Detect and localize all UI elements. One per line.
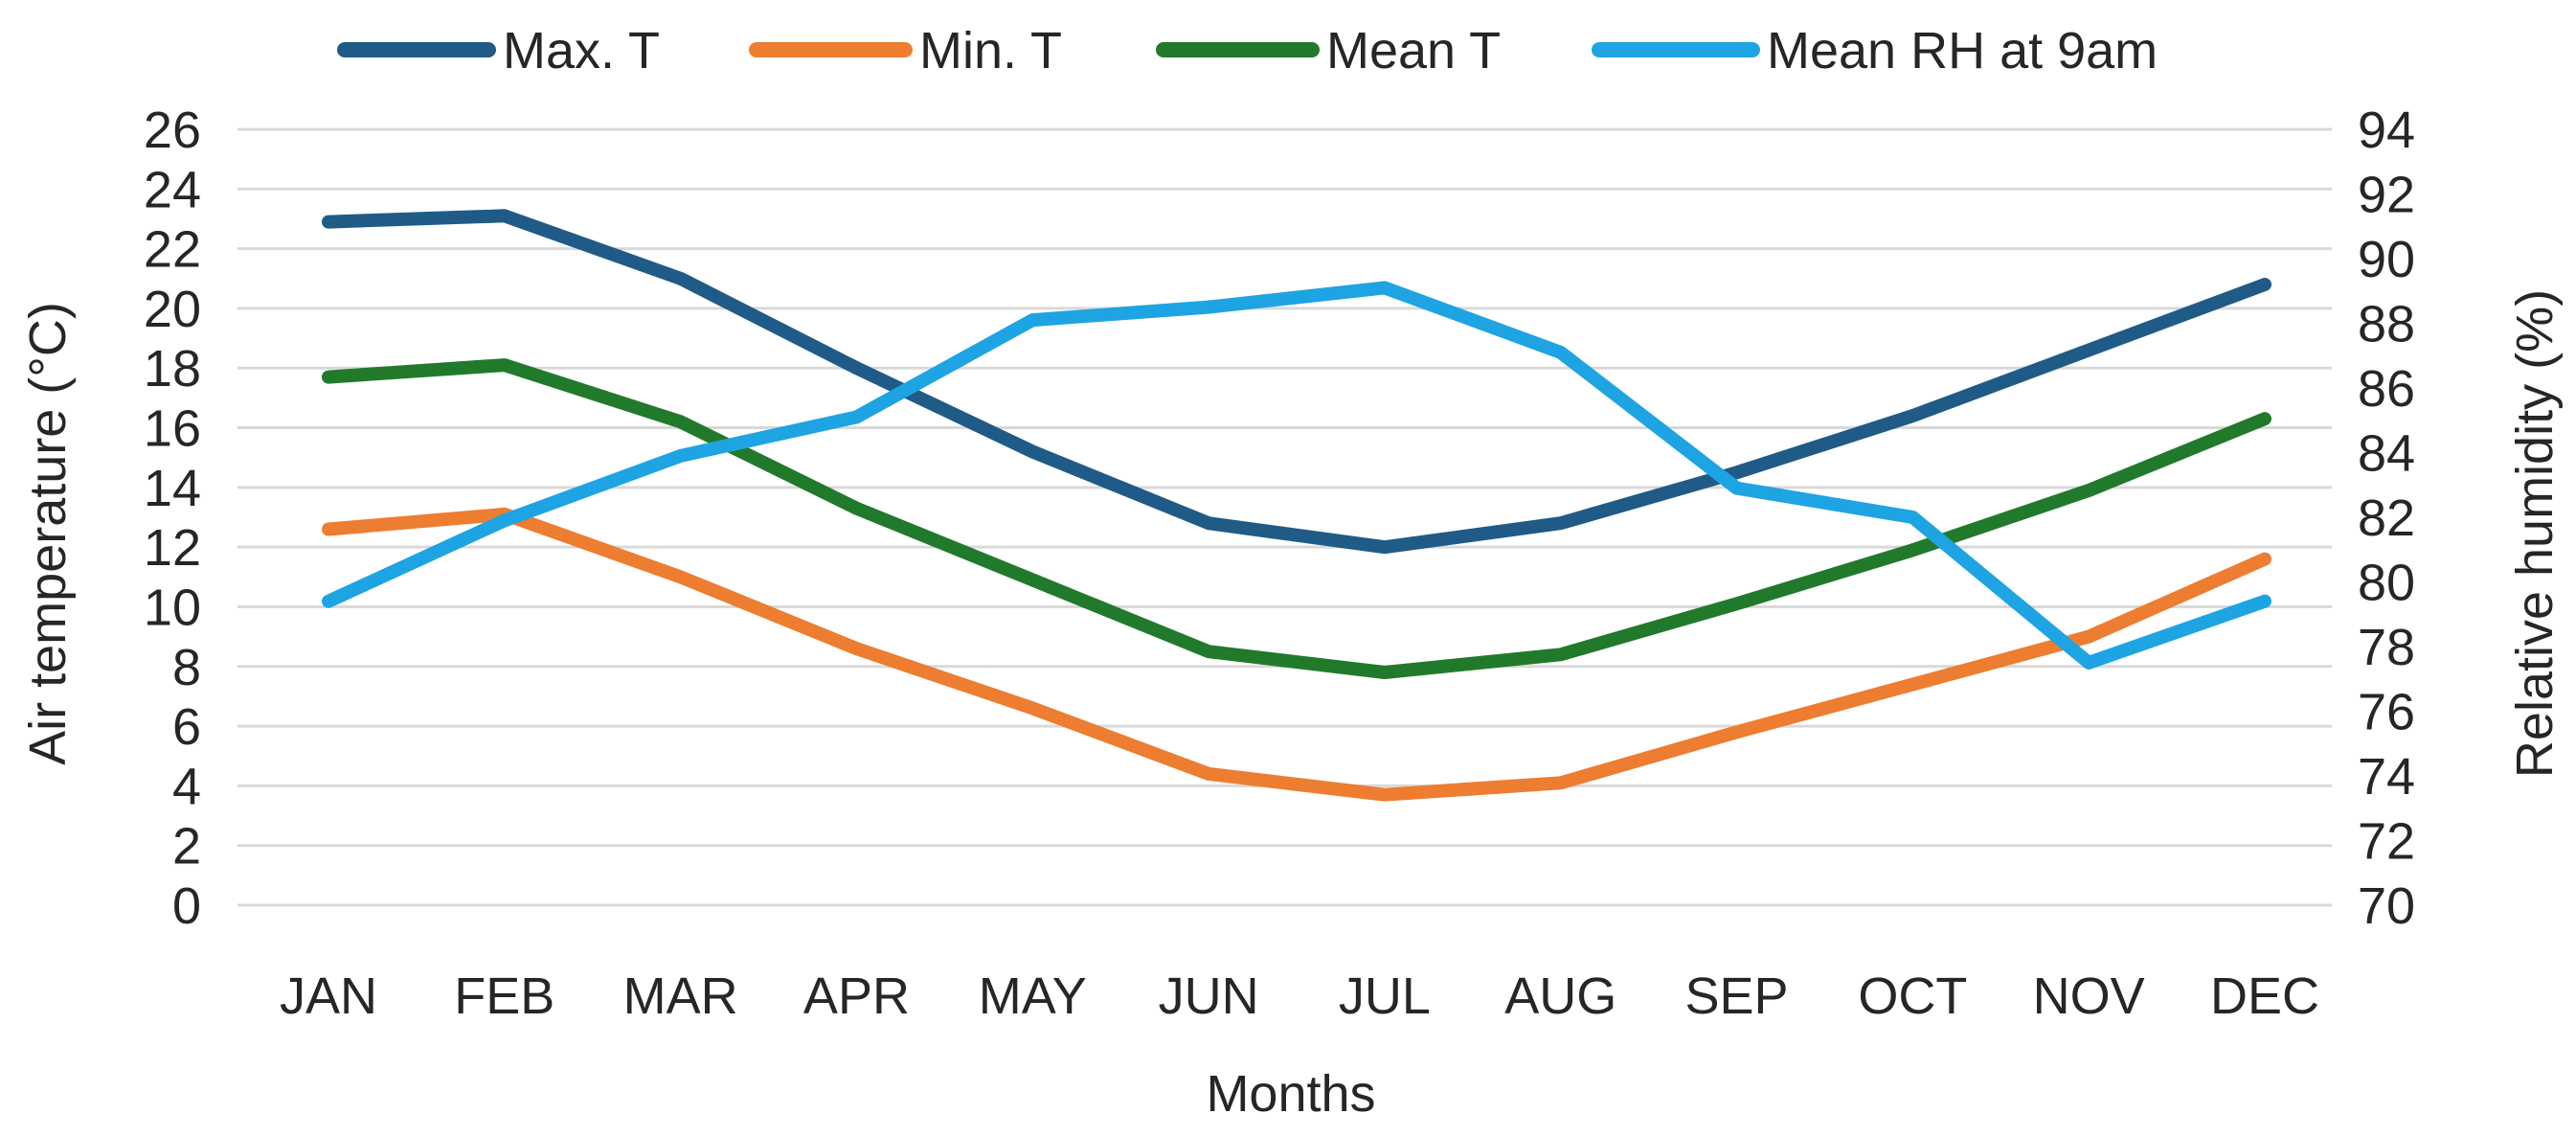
left-tick-label: 12 (144, 519, 201, 577)
series-line-mean-rh-at-9am (322, 281, 2271, 670)
right-axis-title: Relative humidity (%) (2506, 289, 2564, 778)
left-tick-label: 6 (172, 698, 201, 756)
right-tick-label: 84 (2358, 425, 2415, 483)
x-tick-label: DEC (2210, 967, 2319, 1025)
x-tick-label: FEB (454, 967, 554, 1025)
x-tick-label: AUG (1504, 967, 1616, 1025)
legend-label-min-t: Min. T (919, 22, 1062, 80)
x-tick-label: NOV (2033, 967, 2145, 1025)
right-tick-label: 94 (2358, 102, 2415, 159)
left-tick-label: 18 (144, 340, 201, 398)
series-lines (322, 209, 2271, 802)
left-tick-label: 24 (144, 161, 201, 218)
right-tick-label: 76 (2358, 684, 2415, 741)
series-line-max-t (322, 209, 2271, 555)
x-tick-label: MAY (979, 967, 1087, 1025)
left-tick-label: 10 (144, 579, 201, 636)
x-axis-title: Months (1206, 1065, 1375, 1123)
right-tick-label: 80 (2358, 555, 2415, 612)
x-tick-label: JAN (280, 967, 377, 1025)
left-tick-label: 2 (172, 818, 201, 875)
right-tick-label: 92 (2358, 167, 2415, 224)
legend-label-max-t: Max. T (503, 22, 660, 80)
right-tick-label: 78 (2358, 619, 2415, 676)
right-tick-label: 82 (2358, 489, 2415, 547)
right-tick-label: 74 (2358, 748, 2415, 806)
x-tick-label: JUL (1339, 967, 1431, 1025)
left-tick-label: 14 (144, 460, 201, 517)
x-tick-label: SEP (1685, 967, 1789, 1025)
left-tick-label: 0 (172, 877, 201, 935)
x-tick-label: OCT (1858, 967, 1967, 1025)
left-tick-label: 26 (144, 102, 201, 159)
right-tick-label: 90 (2358, 231, 2415, 288)
x-tick-label: APR (803, 967, 910, 1025)
right-tick-label: 86 (2358, 360, 2415, 418)
legend-label-mean-t: Mean T (1326, 22, 1501, 80)
right-tick-label: 72 (2358, 813, 2415, 871)
right-tick-label: 88 (2358, 296, 2415, 353)
left-tick-label: 8 (172, 639, 201, 696)
legend: Max. T Min. T Mean T Mean RH at 9am (337, 22, 2158, 80)
series-line-mean-t (322, 358, 2271, 679)
left-tick-label: 20 (144, 281, 201, 338)
right-tick-label: 70 (2358, 877, 2415, 935)
left-tick-label: 22 (144, 221, 201, 279)
x-tick-label: MAR (623, 967, 738, 1025)
x-tick-label: JUN (1159, 967, 1259, 1025)
legend-label-mean-rh-at-9am: Mean RH at 9am (1767, 22, 2158, 80)
left-tick-label: 16 (144, 400, 201, 458)
series-line-min-t (322, 507, 2271, 802)
left-tick-label: 4 (172, 758, 201, 815)
left-axis-title: Air temperature (°C) (19, 302, 77, 765)
x-axis-ticks: JAN FEB MAR APR MAY JUN JUL AUG SEP OCT NOV DEC (280, 967, 2319, 1025)
right-axis-ticks: 70 72 74 76 78 80 82 84 86 88 90 92 94 (2358, 102, 2415, 935)
